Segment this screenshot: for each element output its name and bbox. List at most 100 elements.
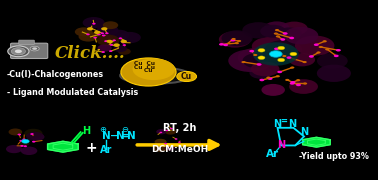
Circle shape (319, 46, 323, 48)
Text: =: = (122, 131, 130, 141)
Circle shape (79, 32, 98, 42)
Circle shape (237, 40, 241, 42)
Circle shape (322, 40, 327, 42)
Circle shape (290, 52, 297, 56)
Circle shape (317, 65, 351, 82)
Text: -Cu(I)-Chalcogenones: -Cu(I)-Chalcogenones (7, 70, 104, 79)
Circle shape (121, 42, 125, 43)
Text: - Ligand Modulated Catalysis: - Ligand Modulated Catalysis (7, 88, 138, 97)
Circle shape (302, 61, 307, 63)
Circle shape (97, 25, 118, 36)
Circle shape (277, 71, 282, 73)
Circle shape (177, 71, 197, 82)
Circle shape (93, 30, 107, 37)
Circle shape (316, 51, 321, 54)
Circle shape (19, 141, 29, 146)
Text: N: N (102, 131, 110, 141)
Circle shape (253, 42, 299, 66)
Circle shape (105, 32, 108, 34)
Circle shape (122, 44, 126, 46)
Circle shape (275, 29, 279, 31)
Polygon shape (303, 137, 330, 147)
Circle shape (249, 67, 273, 79)
Text: N: N (300, 127, 308, 137)
Circle shape (104, 40, 108, 42)
Circle shape (303, 82, 307, 85)
Circle shape (264, 21, 290, 34)
Circle shape (22, 139, 29, 143)
Circle shape (26, 132, 44, 141)
Circle shape (9, 129, 22, 135)
Circle shape (274, 48, 279, 50)
Circle shape (121, 58, 176, 86)
Circle shape (175, 138, 178, 140)
Circle shape (98, 44, 112, 52)
Text: =: = (280, 117, 287, 126)
Circle shape (87, 27, 93, 30)
Circle shape (290, 81, 296, 84)
Circle shape (280, 38, 285, 41)
Circle shape (289, 79, 318, 94)
Circle shape (336, 49, 341, 51)
Circle shape (6, 145, 22, 153)
Text: ⊖: ⊖ (121, 125, 128, 134)
Circle shape (282, 55, 287, 57)
Circle shape (276, 75, 280, 77)
Text: +: + (85, 141, 97, 156)
Circle shape (170, 128, 173, 129)
Text: Cu  Cu: Cu Cu (135, 61, 155, 66)
Text: DCM:MeOH: DCM:MeOH (151, 145, 208, 154)
Circle shape (8, 46, 29, 57)
Circle shape (21, 147, 37, 155)
Text: N: N (288, 119, 296, 129)
Circle shape (101, 32, 104, 34)
Circle shape (289, 37, 294, 39)
Circle shape (270, 51, 282, 57)
Circle shape (162, 145, 173, 151)
Text: -Yield upto 93%: -Yield upto 93% (299, 152, 369, 161)
Circle shape (251, 62, 279, 76)
Circle shape (268, 77, 273, 80)
Circle shape (92, 23, 96, 25)
Circle shape (219, 31, 251, 48)
Circle shape (32, 141, 36, 143)
Circle shape (295, 36, 335, 56)
Circle shape (243, 53, 273, 68)
Circle shape (258, 56, 265, 60)
Circle shape (164, 143, 167, 144)
Circle shape (30, 133, 34, 135)
Circle shape (30, 133, 45, 140)
Circle shape (101, 27, 107, 30)
Circle shape (276, 35, 280, 37)
Circle shape (314, 43, 319, 46)
Polygon shape (48, 141, 78, 152)
Circle shape (83, 17, 105, 28)
Circle shape (242, 61, 246, 63)
Circle shape (259, 79, 264, 81)
Circle shape (113, 45, 127, 52)
Text: Cu  Cu: Cu Cu (135, 65, 155, 70)
Circle shape (266, 76, 271, 79)
Circle shape (86, 33, 90, 35)
Circle shape (102, 35, 105, 36)
Text: −: − (110, 131, 118, 141)
Circle shape (219, 43, 224, 46)
Circle shape (278, 46, 285, 50)
Circle shape (112, 39, 116, 41)
Circle shape (165, 129, 176, 135)
Circle shape (296, 79, 300, 81)
Circle shape (166, 130, 168, 131)
Circle shape (334, 55, 339, 57)
Circle shape (290, 66, 294, 69)
Circle shape (252, 37, 290, 56)
Circle shape (156, 129, 167, 134)
Circle shape (104, 35, 118, 42)
Text: RT, 2h: RT, 2h (163, 123, 196, 133)
Circle shape (242, 22, 274, 39)
Circle shape (283, 32, 288, 35)
Text: Cu: Cu (181, 72, 192, 81)
Circle shape (17, 134, 21, 135)
Text: ⊕: ⊕ (100, 125, 107, 134)
Circle shape (15, 50, 22, 53)
Circle shape (153, 145, 167, 152)
